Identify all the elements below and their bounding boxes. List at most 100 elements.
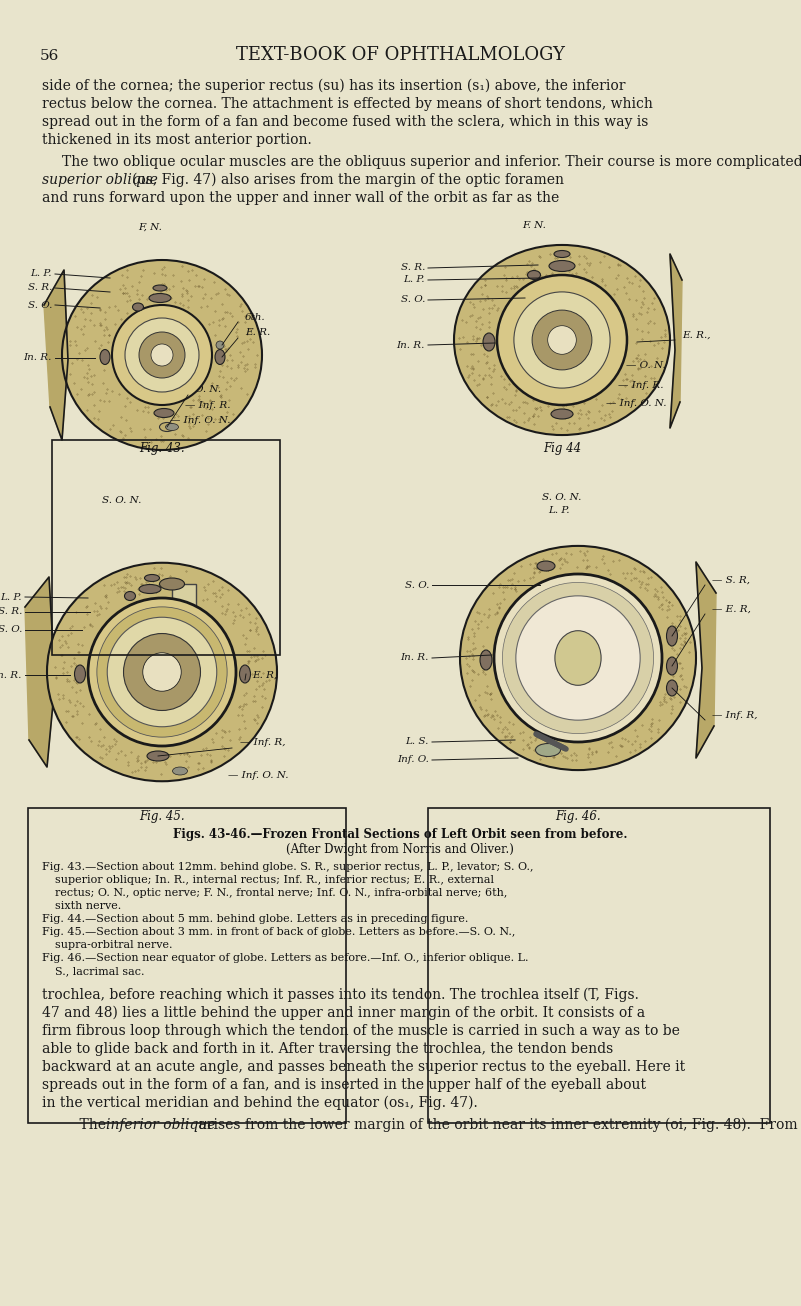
Circle shape [97, 607, 227, 737]
Text: thickened in its most anterior portion.: thickened in its most anterior portion. [42, 133, 312, 148]
Text: In. R.: In. R. [400, 653, 429, 662]
Text: L. P.: L. P. [30, 269, 52, 278]
Text: — S. R,: — S. R, [712, 576, 750, 585]
Text: Fig. 44.—Section about 5 mm. behind globe. Letters as in preceding figure.: Fig. 44.—Section about 5 mm. behind glob… [42, 914, 469, 925]
Text: superior oblique: superior oblique [42, 172, 158, 187]
Ellipse shape [528, 270, 541, 279]
Ellipse shape [74, 665, 86, 683]
Ellipse shape [239, 665, 251, 683]
Ellipse shape [454, 246, 670, 435]
Ellipse shape [555, 631, 601, 686]
Ellipse shape [666, 657, 678, 675]
Ellipse shape [666, 680, 678, 696]
Ellipse shape [149, 294, 171, 303]
Text: E. R,: E. R, [252, 671, 277, 680]
Text: superior oblique; In. R., internal rectus; Inf. R., inferior rectus; E. R., exte: superior oblique; In. R., internal rectu… [55, 875, 494, 885]
Text: S. O. N.: S. O. N. [542, 492, 582, 502]
Text: — E. R,: — E. R, [712, 605, 751, 614]
Ellipse shape [159, 579, 184, 590]
Text: — Inf. R,: — Inf. R, [712, 710, 758, 720]
Circle shape [112, 306, 212, 405]
Text: backward at an acute angle, and passes beneath the superior rectus to the eyebal: backward at an acute angle, and passes b… [42, 1060, 685, 1074]
Circle shape [123, 633, 200, 710]
Text: S. R.: S. R. [400, 264, 425, 273]
Circle shape [502, 582, 654, 734]
Bar [28, 808, 346, 1123]
Circle shape [548, 325, 576, 354]
Text: S., lacrimal sac.: S., lacrimal sac. [55, 966, 144, 976]
Text: S. O.: S. O. [27, 300, 52, 310]
Text: 56: 56 [40, 50, 59, 63]
Ellipse shape [549, 260, 575, 272]
Text: in the vertical meridian and behind the equator (os₁, Fig. 47).: in the vertical meridian and behind the … [42, 1096, 477, 1110]
Ellipse shape [551, 409, 573, 419]
Text: Fig. 46.: Fig. 46. [555, 810, 601, 823]
Text: inferior oblique: inferior oblique [106, 1118, 215, 1132]
Text: E. R.,: E. R., [682, 330, 710, 340]
Text: L. P.: L. P. [548, 505, 570, 515]
Polygon shape [670, 253, 682, 428]
Text: In. R.: In. R. [396, 341, 425, 350]
Text: F, N.: F, N. [138, 223, 162, 232]
Text: In. R.: In. R. [0, 670, 22, 679]
Circle shape [532, 310, 592, 370]
Text: The: The [62, 1118, 111, 1132]
Polygon shape [25, 577, 55, 767]
Ellipse shape [139, 585, 161, 593]
Ellipse shape [537, 562, 555, 571]
Text: trochlea, before reaching which it passes into its tendon. The trochlea itself (: trochlea, before reaching which it passe… [42, 987, 639, 1002]
Text: F. N.: F. N. [522, 221, 545, 230]
Ellipse shape [554, 251, 570, 257]
Ellipse shape [153, 285, 167, 291]
Text: — Inf. O. N.: — Inf. O. N. [228, 771, 288, 780]
Text: — Inf. R.: — Inf. R. [185, 401, 231, 410]
Text: O. N.: O. N. [195, 385, 221, 394]
Circle shape [516, 596, 640, 720]
Circle shape [125, 317, 199, 392]
Ellipse shape [144, 575, 159, 581]
Ellipse shape [166, 423, 179, 431]
Text: rectus; O. N., optic nerve; F. N., frontal nerve; Inf. O. N., infra-orbital nerv: rectus; O. N., optic nerve; F. N., front… [55, 888, 507, 899]
Bar [172, 584, 196, 643]
Text: arises from the lower margin of the orbit near its inner extremity (oi, Fig. 48): arises from the lower margin of the orbi… [194, 1118, 801, 1132]
Text: (os, Fig. 47) also arises from the margin of the optic foramen: (os, Fig. 47) also arises from the margi… [132, 172, 564, 187]
Text: L. S.: L. S. [405, 738, 429, 747]
Text: (After Dwight from Norris and Oliver.): (After Dwight from Norris and Oliver.) [286, 842, 514, 855]
Text: 47 and 48) lies a little behind the upper and inner margin of the orbit. It cons: 47 and 48) lies a little behind the uppe… [42, 1006, 645, 1020]
Text: spread out in the form of a fan and become fused with the sclera, which in this : spread out in the form of a fan and beco… [42, 115, 648, 129]
Text: — Inf. R.: — Inf. R. [618, 381, 663, 390]
Text: able to glide back and forth in it. After traversing the trochlea, the tendon be: able to glide back and forth in it. Afte… [42, 1042, 614, 1057]
Text: Fig. 45.: Fig. 45. [139, 810, 185, 823]
Text: spreads out in the form of a fan, and is inserted in the upper half of the eyeba: spreads out in the form of a fan, and is… [42, 1077, 646, 1092]
Circle shape [514, 293, 610, 388]
Circle shape [494, 575, 662, 742]
Text: S. R.: S. R. [27, 283, 52, 293]
Text: The two oblique ocular muscles are the obliquus superior and inferior. Their cou: The two oblique ocular muscles are the o… [62, 155, 801, 168]
Ellipse shape [172, 767, 187, 774]
Circle shape [151, 343, 173, 366]
Text: rectus below the cornea. The attachment is effected by means of short tendons, w: rectus below the cornea. The attachment … [42, 97, 653, 111]
Text: — O. N.: — O. N. [626, 360, 666, 370]
Polygon shape [44, 270, 68, 440]
Text: In. R.: In. R. [23, 354, 52, 363]
Text: Fig. 43.: Fig. 43. [139, 441, 185, 454]
Ellipse shape [159, 423, 175, 431]
Ellipse shape [483, 333, 495, 351]
Text: Figs. 43-46.—Frozen Frontal Sections of Left Orbit seen from before.: Figs. 43-46.—Frozen Frontal Sections of … [173, 828, 627, 841]
Circle shape [216, 341, 224, 349]
Text: 6th.: 6th. [245, 313, 266, 323]
Text: S. O. N.: S. O. N. [102, 496, 141, 505]
Text: Fig. 46.—Section near equator of globe. Letters as before.—Inf. O., inferior obl: Fig. 46.—Section near equator of globe. … [42, 953, 529, 963]
Ellipse shape [536, 743, 561, 756]
Circle shape [143, 653, 181, 691]
Circle shape [107, 618, 217, 726]
Ellipse shape [62, 260, 262, 451]
Text: — Inf. O. N.: — Inf. O. N. [606, 400, 666, 407]
Circle shape [139, 332, 185, 377]
Ellipse shape [47, 563, 277, 781]
Polygon shape [696, 562, 716, 757]
Ellipse shape [124, 592, 135, 601]
Ellipse shape [460, 546, 696, 771]
Text: L. P.: L. P. [1, 593, 22, 602]
Bar [52, 440, 280, 656]
